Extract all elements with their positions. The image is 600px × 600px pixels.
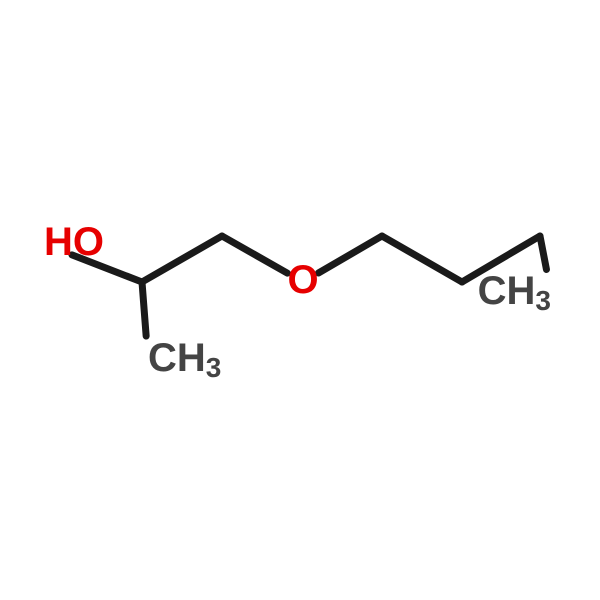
atom-label: HO xyxy=(44,220,104,264)
bond xyxy=(142,236,222,282)
bond xyxy=(540,236,546,269)
bond xyxy=(319,236,382,273)
bond xyxy=(142,282,146,336)
bond xyxy=(222,236,287,273)
atom-label: CH3 xyxy=(148,336,221,384)
atom-label: O xyxy=(287,258,318,302)
molecule-diagram: HO CH3 O CH3 xyxy=(0,0,600,600)
bond xyxy=(382,236,462,282)
atom-labels-layer: HO CH3 O CH3 xyxy=(44,220,551,384)
atom-label: CH3 xyxy=(478,269,551,317)
